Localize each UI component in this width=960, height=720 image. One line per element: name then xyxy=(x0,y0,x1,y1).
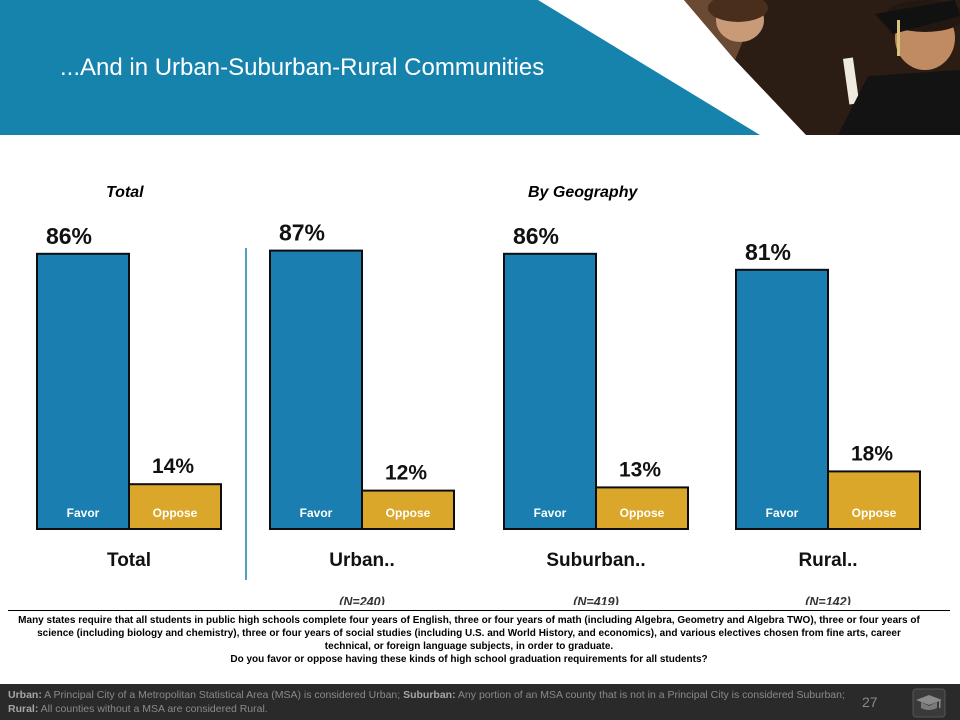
header-banner xyxy=(0,0,960,135)
favor-series-label: Favor xyxy=(534,506,567,520)
favor-series-label: Favor xyxy=(67,506,100,520)
graduation-cap-icon xyxy=(912,688,946,718)
divider-rule xyxy=(8,610,950,611)
oppose-series-label: Oppose xyxy=(153,506,198,520)
oppose-bar xyxy=(827,470,921,530)
footnote-suburban-term: Suburban: xyxy=(403,689,456,701)
favor-bar xyxy=(269,249,363,530)
favor-bar xyxy=(735,268,829,530)
favor-value-label: 87% xyxy=(279,220,325,246)
page-number: 27 xyxy=(862,694,878,710)
footnote-urban-term: Urban: xyxy=(8,689,42,701)
page-title: ...And in Urban-Suburban-Rural Communiti… xyxy=(60,54,545,81)
favor-value-label: 86% xyxy=(513,223,559,249)
footer-bar: Urban: A Principal City of a Metropolita… xyxy=(0,684,960,720)
oppose-series-label: Oppose xyxy=(386,506,431,520)
oppose-bar xyxy=(595,486,689,530)
favor-bar xyxy=(503,252,597,531)
oppose-value-label: 12% xyxy=(385,462,427,485)
question-prompt: Do you favor or oppose having these kind… xyxy=(230,654,708,665)
graduates-photo xyxy=(538,0,960,135)
category-label: Rural.. xyxy=(798,550,857,571)
category-label: Suburban.. xyxy=(546,550,645,571)
oppose-value-label: 14% xyxy=(152,455,194,478)
question-preamble: Many states require that all students in… xyxy=(18,615,920,652)
oppose-series-label: Oppose xyxy=(620,506,665,520)
favor-value-label: 86% xyxy=(46,223,92,249)
oppose-bar xyxy=(128,483,222,531)
section-label-total: Total xyxy=(106,184,144,201)
footnote: Urban: A Principal City of a Metropolita… xyxy=(8,688,848,716)
footnote-urban-def: A Principal City of a Metropolitan Stati… xyxy=(41,689,404,701)
oppose-series-label: Oppose xyxy=(852,506,897,520)
sample-size-label: (N=419) xyxy=(573,595,619,605)
favor-bar xyxy=(36,252,130,531)
favor-series-label: Favor xyxy=(766,506,799,520)
favor-value-label: 81% xyxy=(745,239,791,265)
category-label: Urban.. xyxy=(329,550,394,571)
oppose-value-label: 18% xyxy=(851,442,893,465)
section-label-geography: By Geography xyxy=(528,184,638,201)
bar-chart: 86% 14% Favor Oppose Total 87% 12% Favor Oppose U… xyxy=(36,220,921,605)
question-text: Many states require that all students in… xyxy=(14,614,924,666)
header-blue-band xyxy=(0,0,760,135)
sample-size-label: (N=142) xyxy=(805,595,851,605)
sample-size-label: (N=240) xyxy=(339,595,385,605)
category-label: Total xyxy=(107,550,151,571)
oppose-bar xyxy=(361,489,455,531)
oppose-value-label: 13% xyxy=(619,458,661,481)
footnote-suburban-def: Any portion of an MSA county that is not… xyxy=(455,689,845,701)
footnote-rural-def: All counties without a MSA are considere… xyxy=(38,703,268,715)
favor-series-label: Favor xyxy=(300,506,333,520)
footnote-rural-term: Rural: xyxy=(8,703,39,715)
